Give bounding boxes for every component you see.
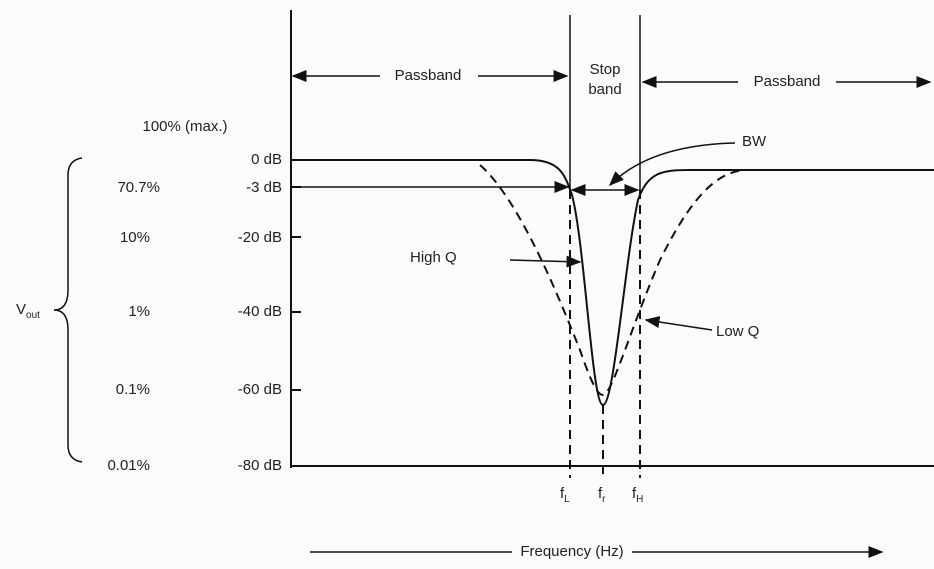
low-q-label: Low Q — [716, 323, 759, 340]
db-label: -80 dB — [238, 457, 282, 474]
db-label: -3 dB — [246, 179, 282, 196]
percent-label: 10% — [120, 229, 150, 246]
symbol: V — [16, 301, 26, 318]
bw-label: BW — [742, 133, 767, 150]
subscript: out — [26, 310, 40, 321]
db-label: -20 dB — [238, 229, 282, 246]
percent-label: 100% (max.) — [142, 118, 227, 135]
db-label: -40 dB — [238, 303, 282, 320]
percent-label: 1% — [128, 303, 150, 320]
stop-band-label: band — [588, 81, 621, 98]
subscript: L — [564, 494, 570, 505]
db-label: 0 dB — [251, 151, 282, 168]
high-q-label: High Q — [410, 249, 457, 266]
percent-label: 70.7% — [117, 179, 160, 196]
subscript: H — [636, 494, 643, 505]
stop-band-label: Stop — [590, 61, 621, 78]
percent-label: 0.01% — [107, 457, 150, 474]
passband-label: Passband — [395, 67, 462, 84]
notch-filter-diagram: Passband Stop band Passband 100% (max.) … — [0, 0, 934, 569]
percent-label: 0.1% — [116, 381, 150, 398]
x-axis-label: Frequency (Hz) — [520, 543, 623, 560]
db-label: -60 dB — [238, 381, 282, 398]
passband-label: Passband — [754, 73, 821, 90]
